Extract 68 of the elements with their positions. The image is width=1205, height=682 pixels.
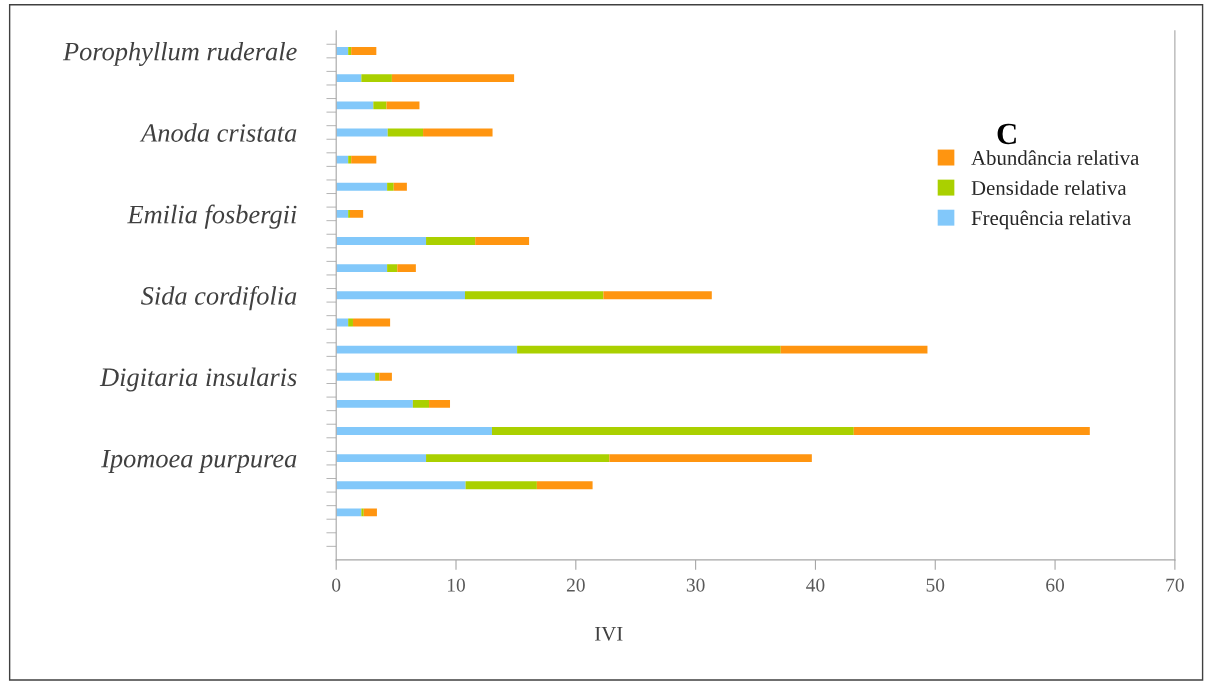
bar [379,372,392,381]
bar [397,264,416,273]
y-tick-label: Ipomoea purpurea [101,450,297,473]
legend-label: Abundância relativa [971,150,1140,165]
bar [491,427,854,435]
x-tick-label: 30 [686,578,705,592]
x-tick-label: 20 [566,578,585,592]
bar [336,237,427,245]
bar [336,291,465,300]
bar [361,74,392,83]
bar [464,291,604,300]
x-tick-label: 10 [447,578,465,592]
bar [387,264,398,273]
bar [363,508,377,517]
bar [336,155,349,164]
x-tick-label: 60 [1046,578,1065,592]
bar [475,237,530,245]
bar [465,481,537,490]
x-tick-label: 50 [926,578,945,592]
bar [603,291,712,300]
bar [426,237,476,245]
legend-label: Frequência relativa [971,210,1131,230]
x-tick-label: 40 [806,578,825,592]
bar [336,345,518,354]
bar [391,74,515,83]
bar [517,345,781,354]
legend-label: Densidade relativa [971,180,1127,196]
bar [609,454,812,463]
bar [336,182,388,191]
bar [423,128,493,137]
bar [336,101,374,110]
bar [393,182,407,191]
bar [426,454,610,463]
bar [336,47,349,55]
bar [336,209,349,218]
bar [348,47,352,55]
bar [361,508,364,517]
y-tick-label: Anoda cristata [139,123,297,142]
bar [336,508,362,517]
bar [412,399,430,408]
x-axis-title: IVI [595,626,623,641]
bar [336,454,427,463]
bar [336,427,492,435]
bar [349,209,364,218]
y-tick-label: Sida cordifolia [141,286,297,311]
annotation: C [997,123,1016,145]
y-tick-label: Porophyllum ruderale [62,41,297,66]
bar [336,399,413,408]
bar [336,372,376,381]
y-tick-label: Emilia fosbergii [127,204,297,229]
y-tick-label: Digitaria insularis [99,367,297,392]
bar [348,155,352,164]
bar [429,399,451,408]
bar [351,155,377,164]
bar [780,345,928,354]
bar [351,47,377,55]
x-tick-label: 70 [1166,578,1184,592]
bar [348,318,353,327]
x-tick-label: 0 [332,578,341,592]
bar [336,264,388,273]
bar [375,372,380,381]
bar [373,101,387,110]
bar [336,74,362,83]
bar [853,427,1090,435]
bar [536,481,593,490]
bar [386,101,420,110]
bar [336,481,466,490]
bar [387,182,394,191]
